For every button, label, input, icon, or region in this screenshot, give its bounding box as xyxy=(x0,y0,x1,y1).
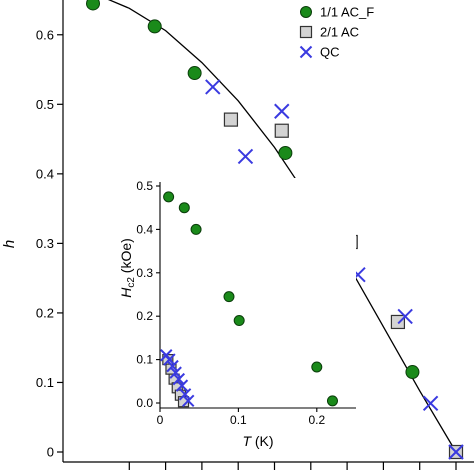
inset-y-tick-label: 0.1 xyxy=(136,353,153,367)
data-point xyxy=(205,79,221,95)
inset-data-point-stroke-b xyxy=(163,353,176,366)
inset-y-tick-label: 0.3 xyxy=(136,266,153,280)
inset-data-point-stroke-b xyxy=(166,359,179,373)
inset-axes: 0.0 0.1 0.2 0.3 0.4 0.5 0 0.1 0.2 xyxy=(136,179,356,427)
data-point xyxy=(187,66,202,81)
inset-x-label-symbol: T xyxy=(242,433,252,449)
inset-data-point xyxy=(182,394,195,408)
legend-marker xyxy=(299,25,313,39)
inset-data-point xyxy=(175,379,189,392)
data-point xyxy=(397,308,413,325)
main-axes: 0 0.1 0.2 0.3 0.4 0.5 0.6 xyxy=(36,0,474,470)
inset-data-point xyxy=(233,315,245,327)
inset-y-tick-label: 0.4 xyxy=(136,222,153,236)
inset-data-point xyxy=(178,388,192,401)
inset-y-label-subscript: c2 xyxy=(126,277,137,288)
inset-data-point xyxy=(190,223,202,235)
inset-data-point-stroke-b xyxy=(178,388,192,401)
main-y-tick-label: 0.3 xyxy=(36,236,54,251)
inset-data-point xyxy=(223,291,235,303)
inset-data-point xyxy=(166,359,179,373)
main-y-tick-label: 0.5 xyxy=(36,97,54,112)
data-point xyxy=(278,145,293,160)
legend-marker xyxy=(300,6,312,18)
data-point-stroke-b xyxy=(397,308,413,325)
data-point xyxy=(448,444,464,460)
inset-x-tick-label: 0 xyxy=(157,413,164,427)
inset-data-point-stroke-b xyxy=(175,379,189,392)
data-point xyxy=(147,19,162,34)
main-y-tick-label: 0.1 xyxy=(36,375,54,390)
inset-y-axis-label: Hc2 (kOe) xyxy=(118,238,137,298)
inset-panel xyxy=(160,178,356,409)
inset-y-tick-label: 0.5 xyxy=(136,179,153,193)
main-y-tick-label: 0.2 xyxy=(36,305,54,320)
inset-y-label-symbol: H xyxy=(118,287,134,298)
inset-data-point xyxy=(326,395,338,407)
legend-marker-stroke-b xyxy=(299,45,313,59)
data-point xyxy=(405,365,420,380)
legend-label: 1/1 AC_F xyxy=(320,5,374,20)
data-point-stroke-b xyxy=(205,79,221,95)
data-point xyxy=(223,112,239,127)
data-point xyxy=(390,314,406,330)
inset-data-point xyxy=(163,353,176,366)
legend: 1/1 AC_F 2/1 AC QC xyxy=(299,5,374,60)
legend-label: 2/1 AC xyxy=(320,25,359,40)
main-y-tick-label: 0.4 xyxy=(36,166,54,181)
legend-label: QC xyxy=(320,45,340,60)
main-y-tick-label: 0 xyxy=(47,445,54,460)
data-point-stroke-b xyxy=(422,395,439,412)
inset-data-point xyxy=(169,366,182,379)
inset-data-point xyxy=(172,372,186,386)
inset-y-tick-label: 0.0 xyxy=(136,396,153,410)
inset-data-point-stroke-b xyxy=(182,394,195,408)
data-point xyxy=(237,148,254,165)
main-y-tick-label: 0.6 xyxy=(36,27,54,42)
data-point xyxy=(274,103,290,119)
data-point-stroke-b xyxy=(448,444,464,460)
inset-x-label-unit: (K) xyxy=(251,433,274,449)
data-point xyxy=(274,123,289,138)
inset-data-point xyxy=(178,202,190,214)
inset-data-point-stroke-b xyxy=(169,366,182,379)
data-point xyxy=(86,0,100,11)
inset-y-tick-label: 0.2 xyxy=(136,309,153,323)
inset-markers xyxy=(160,191,338,408)
inset-x-tick-label: 0.1 xyxy=(230,413,247,427)
inset-x-axis-label: T (K) xyxy=(242,433,273,449)
data-point-stroke-b xyxy=(274,103,290,119)
legend-marker xyxy=(299,45,313,59)
inset-background xyxy=(160,178,356,409)
inset-y-label-unit: (kOe) xyxy=(118,238,134,277)
data-point-stroke-b xyxy=(237,148,254,165)
inset-data-point xyxy=(163,191,175,203)
inset-data-point xyxy=(311,361,323,373)
data-point xyxy=(422,395,439,412)
inset-x-tick-label: 0.2 xyxy=(308,413,325,427)
inset-data-point-stroke-b xyxy=(172,372,186,386)
main-y-axis-label: h xyxy=(1,240,18,248)
